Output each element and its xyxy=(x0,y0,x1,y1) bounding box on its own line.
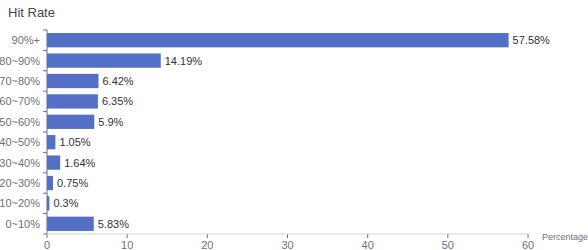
y-tick xyxy=(43,213,47,214)
x-tick-label: 20 xyxy=(201,239,213,250)
x-tick-label: 50 xyxy=(442,239,454,250)
y-tick-label: 40~50% xyxy=(0,136,40,148)
y-tick-label: 10~20% xyxy=(0,197,40,209)
bar xyxy=(47,115,94,129)
y-tick xyxy=(43,234,47,235)
y-tick-label: 90%+ xyxy=(12,34,40,46)
data-label: 1.64% xyxy=(64,157,95,169)
y-tick-label: 60~70% xyxy=(0,95,40,107)
data-label: 1.05% xyxy=(59,136,90,148)
bar xyxy=(47,135,55,149)
data-label: 57.58% xyxy=(513,34,551,46)
x-tick-label: 60 xyxy=(522,239,534,250)
bar xyxy=(47,94,98,108)
data-label: 5.9% xyxy=(98,116,123,128)
x-tick xyxy=(367,234,368,238)
bar xyxy=(47,176,53,190)
bar xyxy=(47,217,94,231)
y-tick xyxy=(43,91,47,92)
x-tick xyxy=(287,234,288,238)
x-tick-label: 10 xyxy=(121,239,133,250)
title: Hit Rate xyxy=(8,5,55,20)
bar xyxy=(47,53,161,67)
chart: Hit Rate 0 10 20 30 40 50 60 Percentage 90%+ 57.58… xyxy=(0,0,588,250)
y-tick xyxy=(43,70,47,71)
y-tick xyxy=(43,193,47,194)
y-tick-label: 0~10% xyxy=(5,218,40,230)
x-tick xyxy=(447,234,448,238)
bar xyxy=(47,74,98,88)
y-tick-label: 50~60% xyxy=(0,116,40,128)
x-tick-label: 40 xyxy=(362,239,374,250)
data-label: 0.75% xyxy=(57,177,88,189)
data-label: 5.83% xyxy=(98,218,129,230)
bar xyxy=(47,33,509,47)
x-tick xyxy=(47,234,48,238)
y-tick xyxy=(43,172,47,173)
y-tick-label: 30~40% xyxy=(0,157,40,169)
x-tick xyxy=(127,234,128,238)
x-axis-label: Percentage xyxy=(542,232,588,242)
bar xyxy=(47,196,49,210)
bars xyxy=(47,33,509,231)
y-tick-label: 20~30% xyxy=(0,177,40,189)
y-tick xyxy=(43,152,47,153)
x-tick-label: 0 xyxy=(44,239,50,250)
y-tick-label: 80~90% xyxy=(0,55,40,67)
y-tick xyxy=(43,132,47,133)
y-tick xyxy=(43,30,47,31)
x-tick xyxy=(207,234,208,238)
x-tick xyxy=(528,234,529,238)
x-tick-label: 30 xyxy=(281,239,293,250)
x-axis xyxy=(47,234,528,235)
y-tick-label: 70~80% xyxy=(0,75,40,87)
y-tick xyxy=(43,50,47,51)
data-label: 6.35% xyxy=(102,95,133,107)
bar xyxy=(47,155,60,169)
y-tick xyxy=(43,111,47,112)
data-label: 0.3% xyxy=(53,197,78,209)
data-label: 6.42% xyxy=(102,75,133,87)
data-label: 14.19% xyxy=(165,55,203,67)
